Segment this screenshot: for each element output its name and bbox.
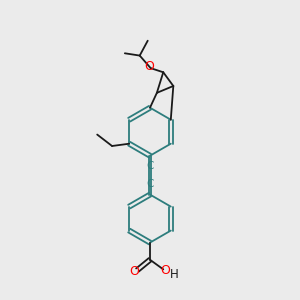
Text: H: H: [170, 268, 179, 281]
Text: C: C: [146, 179, 154, 189]
Text: C: C: [146, 161, 154, 172]
Text: O: O: [129, 265, 139, 278]
Text: O: O: [144, 60, 154, 73]
Text: O: O: [160, 264, 170, 277]
